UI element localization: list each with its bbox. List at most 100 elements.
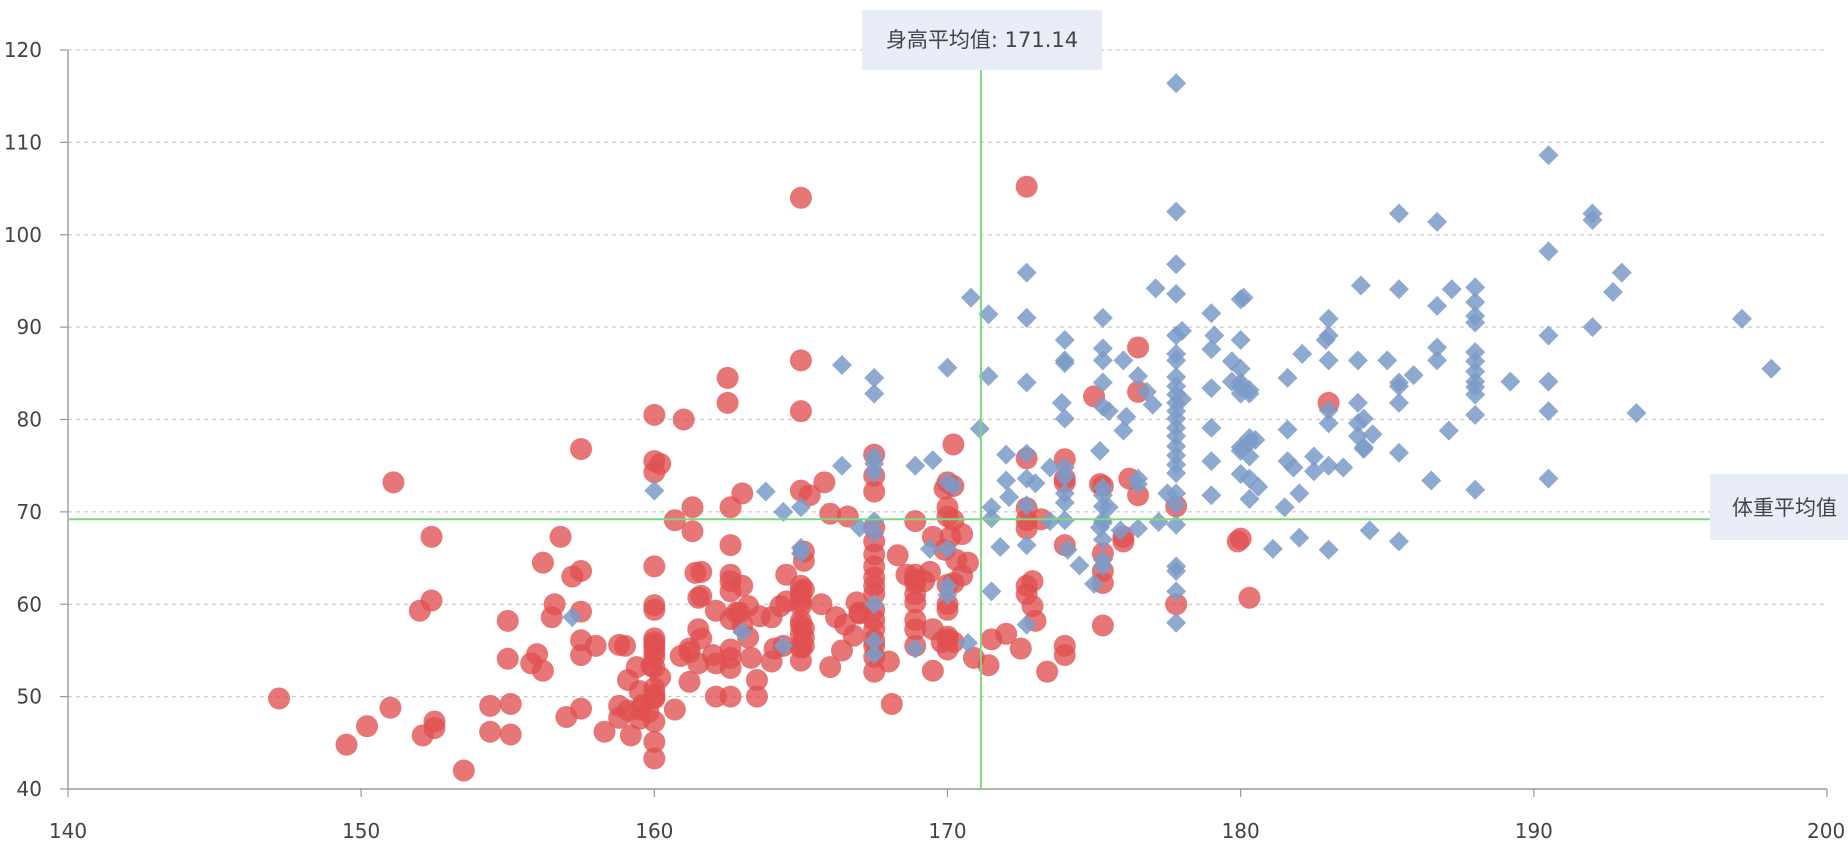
diamond-point	[1248, 476, 1269, 497]
diamond-point	[1092, 556, 1113, 577]
diamond-point	[996, 470, 1017, 491]
diamond-point	[1318, 350, 1339, 371]
diamond-point	[790, 543, 811, 564]
diamond-point	[1347, 392, 1368, 413]
diamond-point	[1611, 262, 1632, 283]
diamond-point	[958, 633, 979, 654]
diamond-point	[1465, 351, 1486, 372]
diamond-point	[1731, 308, 1752, 329]
diamond-point	[1582, 317, 1603, 338]
circle-point	[479, 694, 502, 717]
circle-point	[570, 559, 593, 582]
circle-point	[672, 408, 695, 431]
diamond-point	[1465, 292, 1486, 313]
diamond-point	[562, 607, 583, 628]
circle-point	[719, 534, 742, 557]
circle-point	[819, 656, 842, 679]
circle-point	[951, 523, 974, 546]
diamond-point	[864, 631, 885, 652]
circle-point	[356, 715, 379, 738]
circle-point	[1036, 660, 1059, 683]
diamond-point	[1421, 470, 1442, 491]
circle-point	[499, 693, 522, 716]
diamond-point	[864, 644, 885, 665]
circle-point	[690, 584, 713, 607]
circle-point	[977, 654, 1000, 677]
diamond-point	[755, 481, 776, 502]
circle-point	[643, 403, 666, 426]
diamond-point	[790, 497, 811, 518]
circle-point	[877, 650, 900, 673]
circle-point	[593, 720, 616, 743]
diamond-point	[1128, 366, 1149, 387]
circle-point	[420, 525, 443, 548]
diamond-point	[1172, 389, 1193, 410]
circle-point	[731, 574, 754, 597]
circle-point	[619, 724, 642, 747]
circle-point	[1009, 637, 1032, 660]
diamond-point	[1761, 358, 1782, 379]
diamond-point	[1350, 275, 1371, 296]
diamond-point	[937, 585, 958, 606]
circle-point	[496, 647, 519, 670]
diamond-point	[1054, 466, 1075, 487]
circle-point	[681, 496, 704, 519]
diamond-point	[1441, 279, 1462, 300]
diamond-point	[978, 366, 999, 387]
circle-point	[830, 639, 853, 662]
diamond-point	[1274, 497, 1295, 518]
circle-point	[719, 685, 742, 708]
circle-point	[678, 670, 701, 693]
circle-point	[543, 593, 566, 616]
y-tick-label: 50	[17, 685, 42, 709]
circle-point	[740, 646, 763, 669]
diamond-point	[1166, 283, 1187, 304]
y-tick-label: 40	[17, 777, 42, 801]
diamond-point	[1353, 437, 1374, 458]
diamond-point	[1025, 473, 1046, 494]
diamond-point	[1427, 295, 1448, 316]
diamond-point	[960, 287, 981, 308]
circle-point	[643, 730, 666, 753]
circle-point	[836, 505, 859, 528]
circle-point	[649, 666, 672, 689]
circle-point	[936, 598, 959, 621]
diamond-point	[1166, 514, 1187, 535]
diamond-point	[937, 538, 958, 559]
circle-point	[863, 480, 886, 503]
circle-point	[452, 759, 475, 782]
diamond-point	[1233, 287, 1254, 308]
circle-point	[382, 471, 405, 494]
diamond-point	[1427, 211, 1448, 232]
circle-point	[531, 659, 554, 682]
diamond-point	[1465, 361, 1486, 382]
diamond-point	[1262, 538, 1283, 559]
diamond-point	[1277, 367, 1298, 388]
grid-lines	[68, 49, 1827, 698]
diamond-point	[1427, 337, 1448, 358]
diamond-point	[1113, 420, 1134, 441]
diamond-point	[1377, 350, 1398, 371]
diamond-point	[1054, 353, 1075, 374]
circle-point	[880, 693, 903, 716]
circle-point	[1127, 336, 1150, 359]
circle-point	[745, 685, 768, 708]
diamond-point	[1166, 581, 1187, 602]
circle-point	[995, 622, 1018, 645]
x-tick-label: 200	[1807, 819, 1845, 843]
diamond-point	[1538, 325, 1559, 346]
diamond-point	[1142, 394, 1163, 415]
circle-point	[570, 438, 593, 461]
circle-point	[789, 400, 812, 423]
diamond-point	[1602, 282, 1623, 303]
diamond-point	[1172, 320, 1193, 341]
diamond-point	[905, 638, 926, 659]
circle-point	[813, 471, 836, 494]
circle-point	[496, 609, 519, 632]
diamond-point	[1016, 307, 1037, 328]
diamond-point	[1427, 350, 1448, 371]
diamond-point	[1582, 203, 1603, 224]
circle-point	[1238, 586, 1261, 609]
diamond-point	[1089, 440, 1110, 461]
